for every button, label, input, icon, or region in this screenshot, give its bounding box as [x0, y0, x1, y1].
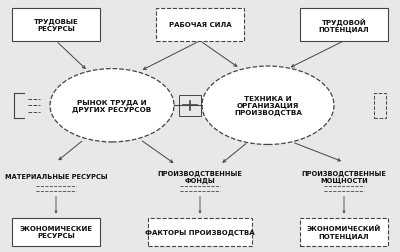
Text: ПРОИЗВОДСТВЕННЫЕ
МОЩНОСТИ: ПРОИЗВОДСТВЕННЫЕ МОЩНОСТИ [302, 170, 386, 183]
FancyBboxPatch shape [156, 9, 244, 42]
FancyBboxPatch shape [148, 218, 252, 246]
FancyBboxPatch shape [300, 9, 388, 42]
Text: ТЕХНИКА И
ОРГАНИЗАЦИЯ
ПРОИЗВОДСТВА: ТЕХНИКА И ОРГАНИЗАЦИЯ ПРОИЗВОДСТВА [234, 96, 302, 116]
FancyBboxPatch shape [300, 218, 388, 246]
Text: РАБОЧАЯ СИЛА: РАБОЧАЯ СИЛА [169, 22, 231, 28]
Text: ФАКТОРЫ ПРОИЗВОДСТВА: ФАКТОРЫ ПРОИЗВОДСТВА [145, 229, 255, 235]
Text: ТРУДОВЫЕ
РЕСУРСЫ: ТРУДОВЫЕ РЕСУРСЫ [34, 19, 78, 32]
Ellipse shape [202, 67, 334, 145]
Ellipse shape [50, 69, 174, 142]
FancyBboxPatch shape [12, 218, 100, 246]
Text: МАТЕРИАЛЬНЫЕ РЕСУРСЫ: МАТЕРИАЛЬНЫЕ РЕСУРСЫ [5, 173, 107, 179]
Text: ПРОИЗВОДСТВЕННЫЕ
ФОНДЫ: ПРОИЗВОДСТВЕННЫЕ ФОНДЫ [158, 170, 242, 183]
Text: ЭКОНОМИЧЕСКИЙ
ПОТЕНЦИАЛ: ЭКОНОМИЧЕСКИЙ ПОТЕНЦИАЛ [307, 225, 381, 239]
Text: ЭКОНОМИЧЕСКИЕ
РЕСУРСЫ: ЭКОНОМИЧЕСКИЕ РЕСУРСЫ [20, 225, 92, 238]
Text: РЫНОК ТРУДА И
ДРУГИХ РЕСУРСОВ: РЫНОК ТРУДА И ДРУГИХ РЕСУРСОВ [72, 99, 152, 113]
FancyBboxPatch shape [12, 9, 100, 42]
Text: ТРУДОВОЙ
ПОТЕНЦИАЛ: ТРУДОВОЙ ПОТЕНЦИАЛ [319, 18, 369, 33]
